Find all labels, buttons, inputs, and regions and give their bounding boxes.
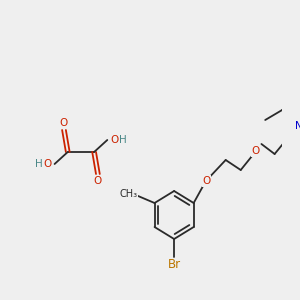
Text: N: N xyxy=(295,121,300,131)
Text: H: H xyxy=(35,159,43,169)
Text: O: O xyxy=(60,118,68,128)
Text: H: H xyxy=(119,135,127,145)
Text: O: O xyxy=(94,176,102,186)
Text: O: O xyxy=(252,146,260,156)
Text: O: O xyxy=(203,176,211,186)
Text: CH₃: CH₃ xyxy=(119,189,137,199)
Text: O: O xyxy=(111,135,119,145)
Text: O: O xyxy=(43,159,51,169)
Text: Br: Br xyxy=(167,259,181,272)
